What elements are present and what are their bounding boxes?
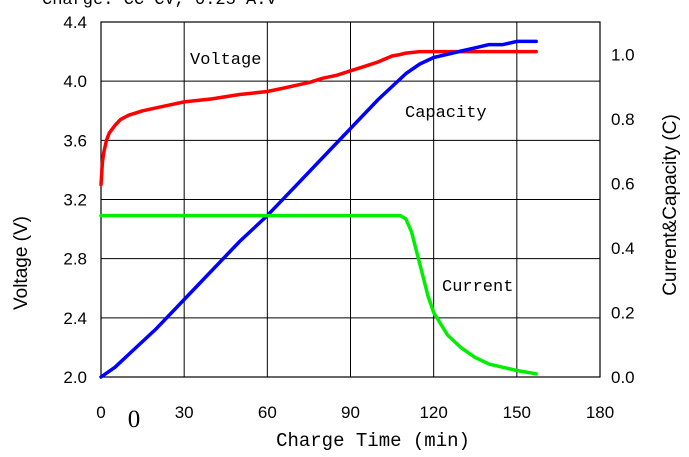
annotation-voltage: Voltage (190, 51, 261, 70)
y-left-tick-label: 3.2 (63, 191, 87, 210)
annotation-current: Current (442, 278, 513, 297)
series-line-capacity (99, 39, 538, 379)
x-tick-label: 0 (96, 403, 105, 422)
y-left-tick-label: 4.0 (63, 72, 87, 91)
x-tick-label: 120 (419, 403, 447, 422)
x-tick-label: 180 (586, 403, 614, 422)
x-tick-label: 60 (258, 403, 277, 422)
chart-title: Charge: CC-CV, 0.25 A.V (42, 0, 277, 10)
x-tick-label: 150 (503, 403, 531, 422)
y-right-tick-label: 0.8 (611, 110, 635, 129)
series-layer (99, 39, 538, 379)
y-left-axis-label: Voltage (V) (11, 216, 32, 310)
x-tick-label: 30 (175, 403, 194, 422)
y-right-tick-label: 0.2 (611, 303, 635, 322)
plot-area (99, 21, 601, 379)
x-tick-label: 90 (341, 403, 360, 422)
y-right-tick-label: 0.6 (611, 174, 635, 193)
y-right-tick-labels: 0.0 0.2 0.4 0.6 0.8 1.0 (611, 45, 635, 387)
annotation-capacity: Capacity (405, 104, 487, 123)
y-right-tick-label: 0.0 (611, 368, 635, 387)
x-axis-label: Charge Time (min) (276, 430, 470, 452)
y-left-tick-label: 2.8 (63, 250, 87, 269)
x-tick-labels: 0 30 60 90 120 150 180 (96, 403, 614, 422)
y-left-tick-label: 3.6 (63, 131, 87, 150)
y-left-tick-label: 2.4 (63, 309, 87, 328)
y-left-tick-labels: 2.0 2.4 2.8 3.2 3.6 4.0 4.4 (63, 13, 87, 387)
y-right-tick-label: 0.4 (611, 239, 635, 258)
y-left-tick-label: 4.4 (63, 13, 87, 32)
grid-lines (101, 22, 600, 377)
y-right-tick-label: 1.0 (611, 45, 635, 64)
y-right-axis-label: Current&Capacity (C) (660, 114, 681, 296)
y-left-tick-label: 2.0 (63, 368, 87, 387)
series-line-current (99, 213, 538, 376)
series-line-voltage (99, 49, 538, 187)
stray-zero-label: 0 (128, 406, 141, 433)
